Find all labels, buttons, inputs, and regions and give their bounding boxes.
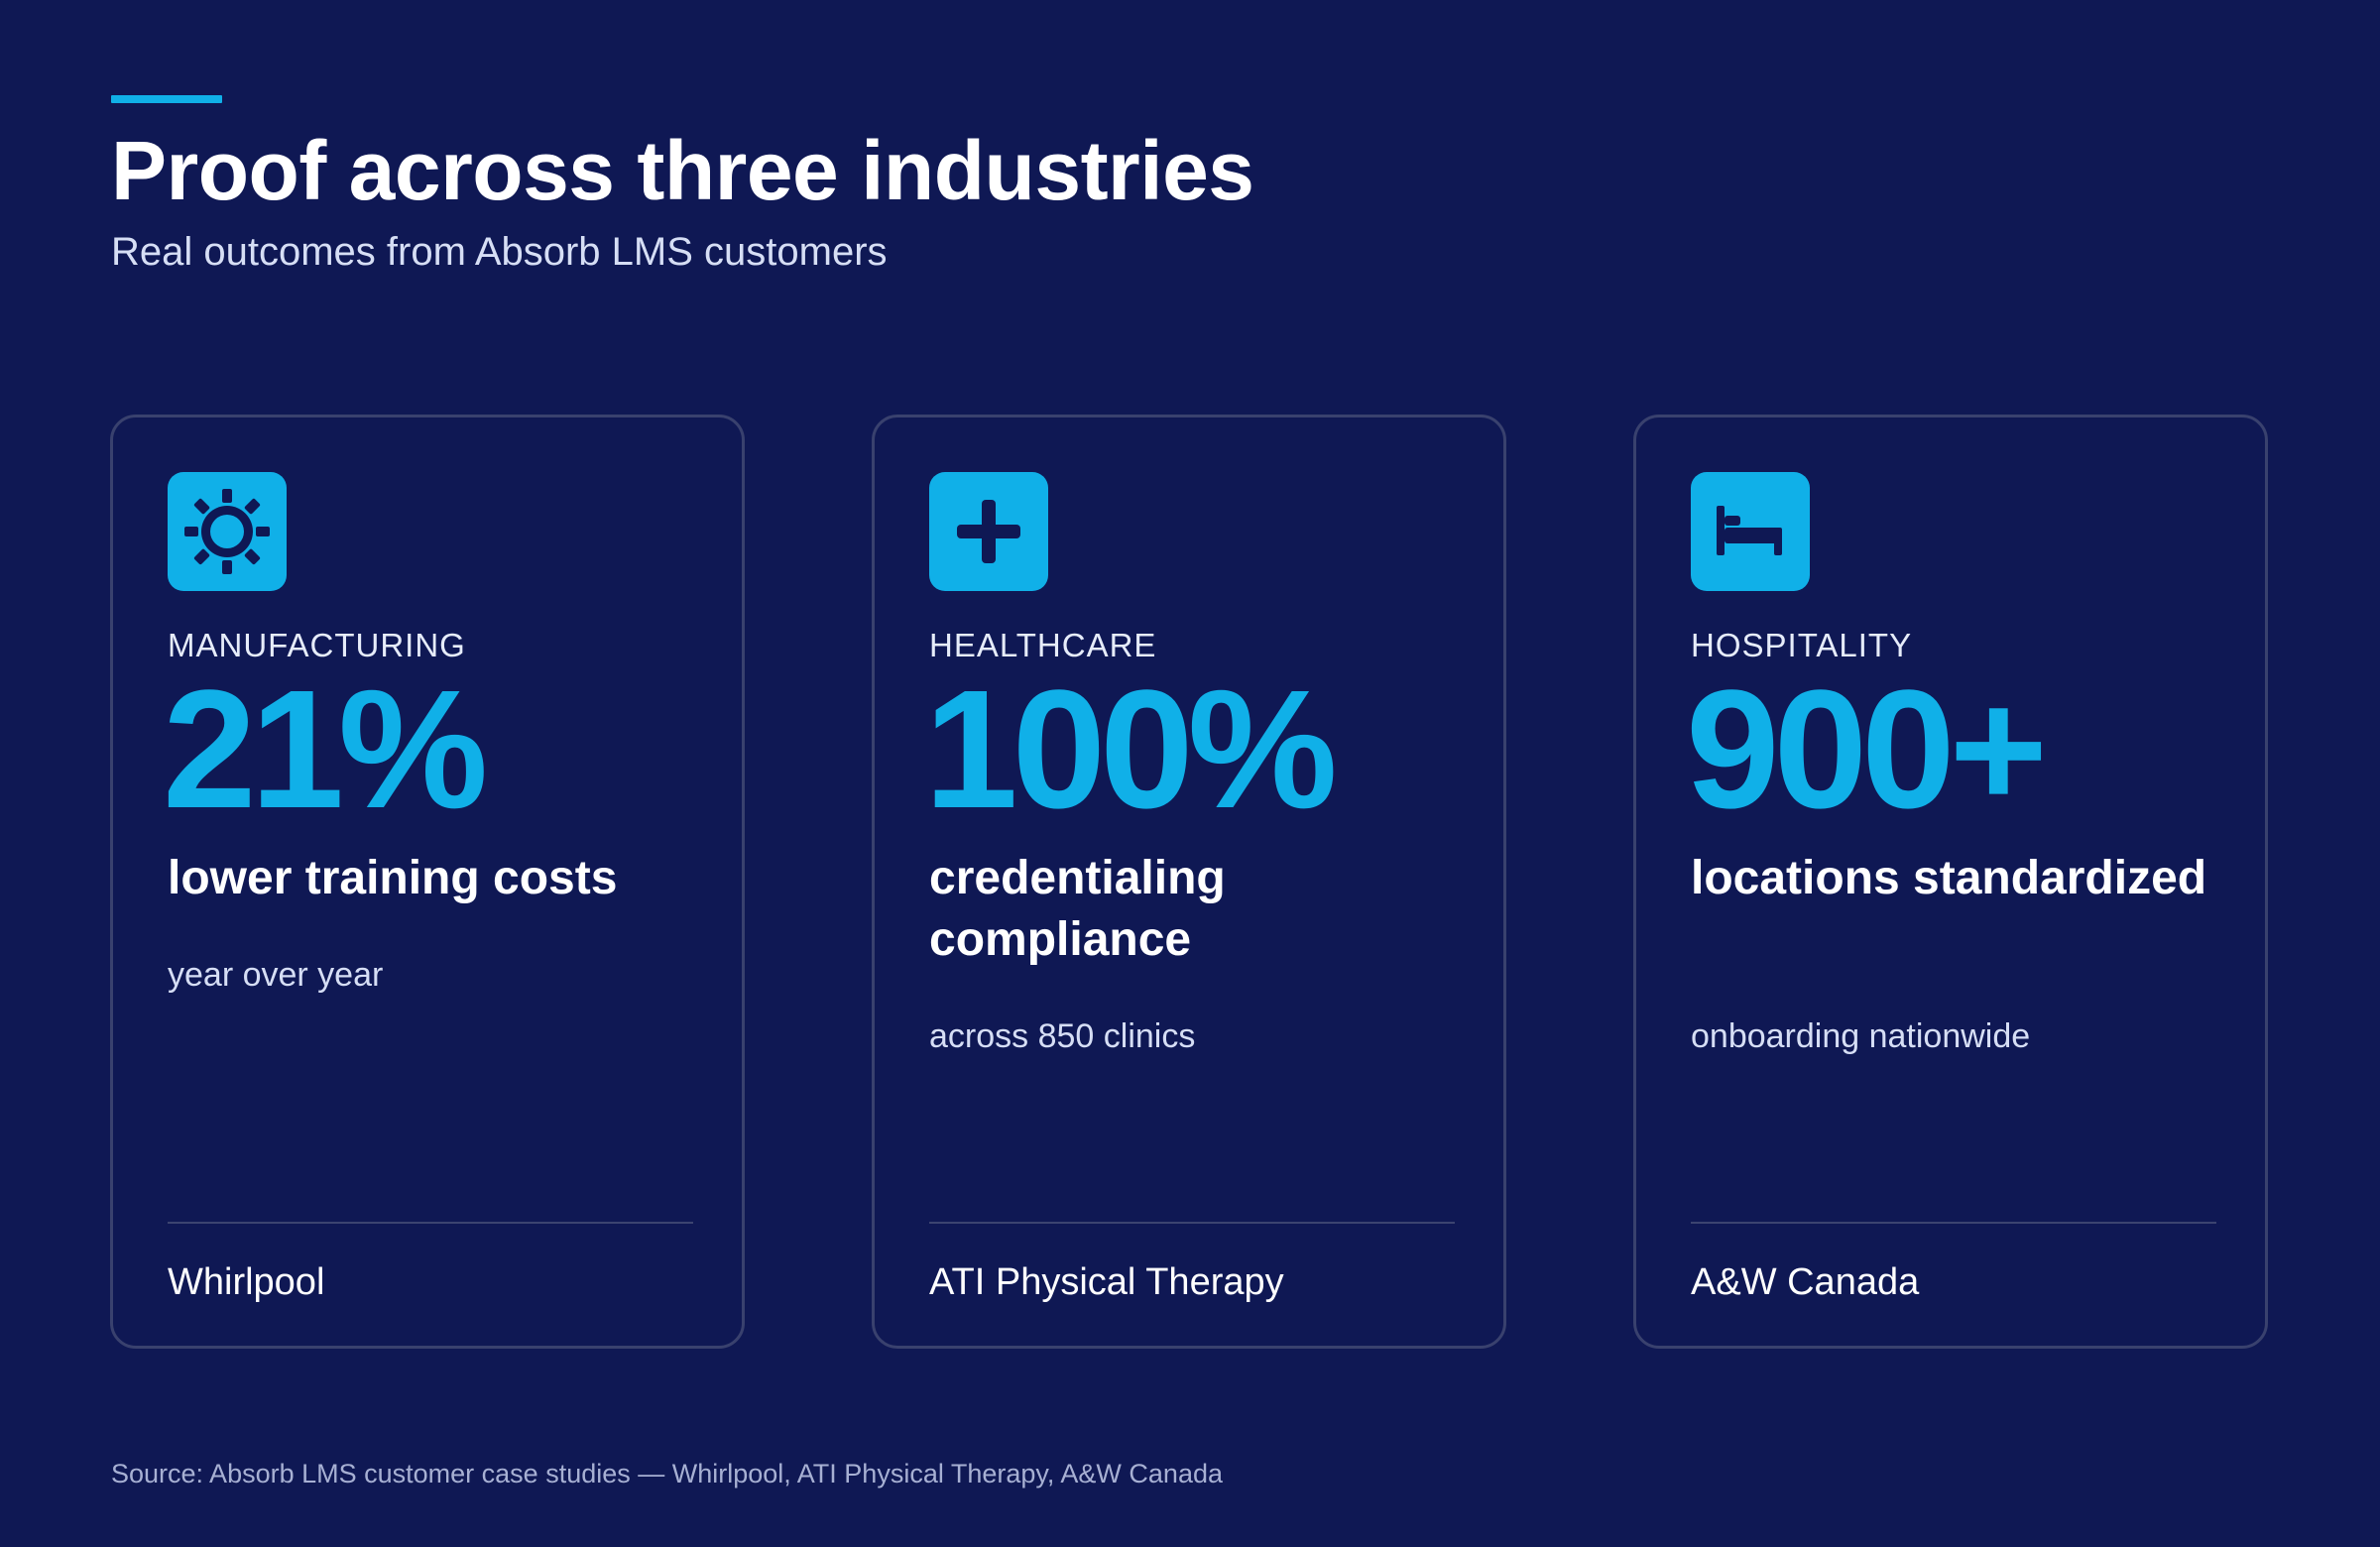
company-name: Whirlpool: [168, 1261, 325, 1303]
stat-detail: across 850 clinics: [929, 1017, 1196, 1055]
stat-detail: year over year: [168, 956, 384, 994]
card-divider: [929, 1222, 1455, 1224]
card-divider: [168, 1222, 693, 1224]
industry-card-hospitality: HOSPITALITY 900+ locations standardized …: [1633, 415, 2268, 1349]
page-subtitle: Real outcomes from Absorb LMS customers: [111, 230, 888, 274]
industry-label: HEALTHCARE: [929, 627, 1157, 663]
bed-icon: [1691, 472, 1810, 591]
industry-card-manufacturing: MANUFACTURING 21% lower training costs y…: [110, 415, 745, 1349]
page-title: Proof across three industries: [111, 124, 1254, 217]
stat-headline: locations standardized: [1691, 852, 2207, 904]
source-note: Source: Absorb LMS customer case studies…: [111, 1459, 1223, 1488]
industry-label: HOSPITALITY: [1691, 627, 1913, 663]
stat-value: 21%: [163, 655, 488, 844]
stat-value: 100%: [924, 655, 1338, 844]
industry-label: MANUFACTURING: [168, 627, 466, 663]
stat-detail: onboarding nationwide: [1691, 1017, 2031, 1055]
title-accent-bar: [111, 95, 222, 103]
stat-value: 900+: [1686, 655, 2048, 844]
stat-headline: lower training costs: [168, 852, 618, 904]
card-divider: [1691, 1222, 2216, 1224]
industry-card-healthcare: HEALTHCARE 100% credentialing compliance…: [872, 415, 1506, 1349]
gear-icon: [168, 472, 287, 591]
company-name: ATI Physical Therapy: [929, 1261, 1284, 1303]
stat-headline: credentialing compliance: [929, 852, 1226, 966]
company-name: A&W Canada: [1691, 1261, 1920, 1303]
plus-icon: [929, 472, 1048, 591]
